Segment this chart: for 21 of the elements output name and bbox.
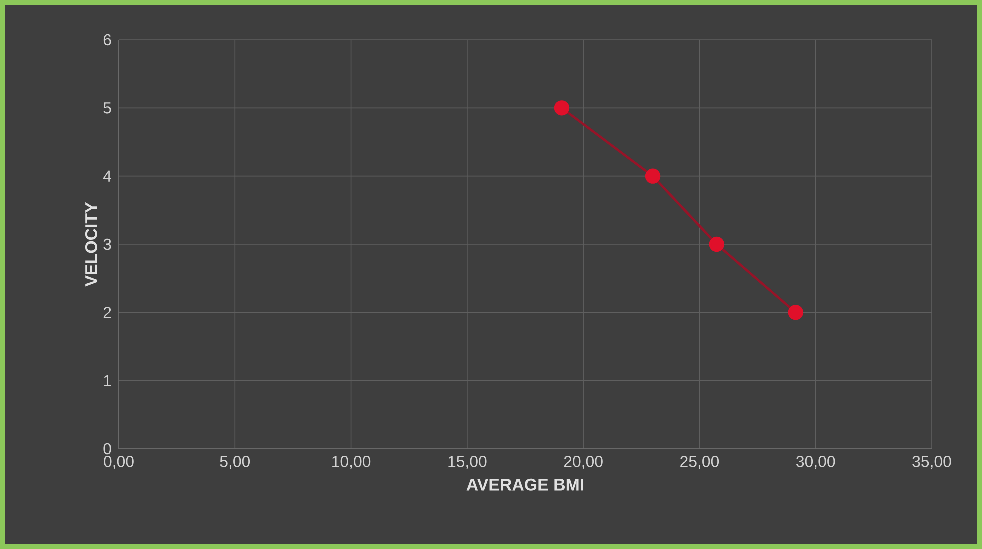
y-tick-label: 0 bbox=[104, 443, 112, 455]
y-tick-label: 2 bbox=[104, 307, 112, 318]
x-tick-label: 10,00 bbox=[332, 456, 371, 470]
point bbox=[788, 305, 804, 320]
x-tick-label: 35,00 bbox=[912, 456, 952, 470]
x-tick-label: 25,00 bbox=[680, 456, 720, 470]
y-tick-label: 4 bbox=[103, 170, 112, 182]
point bbox=[709, 236, 725, 252]
x-tick-label: 5,00 bbox=[220, 456, 250, 470]
point bbox=[645, 168, 661, 184]
x-tick-label: 30,00 bbox=[796, 456, 836, 470]
y-tick-label: 3 bbox=[104, 238, 112, 250]
y-tick-label: 5 bbox=[104, 102, 112, 114]
y-tick-label: 1 bbox=[104, 375, 112, 386]
point bbox=[554, 100, 570, 116]
x-axis-title: AVERAGE BMI bbox=[466, 478, 584, 491]
x-tick-label: 15,00 bbox=[448, 456, 487, 470]
y-axis-title: VELOCITY bbox=[85, 202, 98, 287]
x-tick-label: 20,00 bbox=[564, 456, 603, 470]
y-tick-label: 6 bbox=[104, 34, 112, 46]
x-tick-label: 0,00 bbox=[104, 456, 134, 470]
